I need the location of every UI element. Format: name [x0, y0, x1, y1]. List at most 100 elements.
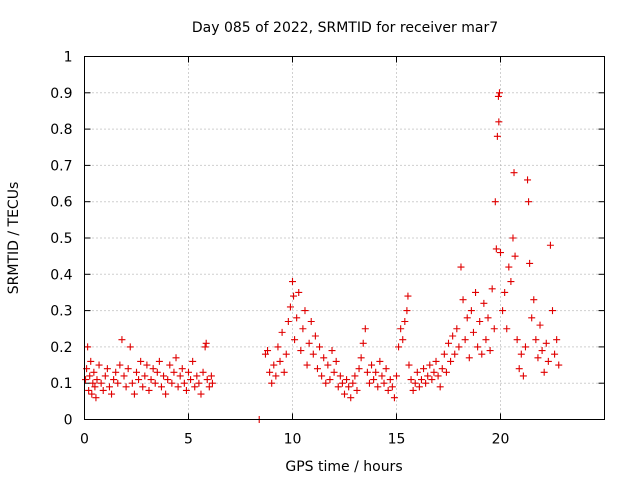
data-point	[378, 372, 386, 380]
y-tick-label: 0.9	[50, 86, 72, 102]
data-point	[404, 292, 412, 300]
data-point	[455, 343, 463, 351]
data-point	[108, 390, 116, 398]
data-point	[92, 394, 100, 402]
data-point	[290, 292, 298, 300]
data-point	[501, 288, 509, 296]
data-point	[510, 169, 518, 177]
data-point	[164, 376, 172, 384]
data-point	[274, 343, 282, 351]
data-point	[278, 328, 286, 336]
data-point	[182, 386, 190, 394]
data-point	[172, 354, 180, 362]
data-point	[86, 372, 94, 380]
y-tick-label: 0.6	[50, 195, 72, 211]
data-point	[143, 361, 151, 369]
data-point	[457, 263, 465, 271]
data-point	[436, 383, 444, 391]
data-point	[201, 343, 209, 351]
data-point	[488, 285, 496, 293]
data-point	[105, 383, 113, 391]
data-point	[282, 350, 290, 358]
data-point	[264, 347, 272, 355]
data-point	[482, 336, 490, 344]
data-point	[395, 343, 403, 351]
data-points	[82, 89, 563, 423]
data-point	[411, 379, 419, 387]
data-point	[193, 372, 201, 380]
data-point	[463, 314, 471, 322]
data-point	[515, 365, 523, 373]
y-tick-label: 0.1	[50, 376, 72, 392]
data-point	[459, 296, 467, 304]
data-point	[341, 390, 348, 398]
data-point	[478, 350, 486, 358]
data-point	[415, 383, 423, 391]
data-point	[424, 372, 432, 380]
data-point	[401, 317, 409, 325]
data-point	[407, 376, 415, 384]
data-point	[528, 314, 536, 322]
data-point	[484, 314, 492, 322]
data-point	[112, 368, 120, 376]
data-point	[546, 241, 554, 249]
x-tick-label: 10	[284, 432, 302, 448]
data-point	[82, 376, 90, 384]
data-point	[328, 347, 336, 355]
data-point	[332, 357, 340, 365]
data-point	[289, 278, 296, 286]
data-point	[426, 361, 434, 369]
data-point	[199, 368, 207, 376]
data-point	[491, 198, 499, 206]
data-point	[276, 357, 284, 365]
data-point	[120, 372, 128, 380]
data-point	[195, 379, 203, 387]
data-point	[137, 357, 145, 365]
data-point	[440, 350, 448, 358]
data-point	[536, 321, 544, 329]
data-point	[91, 383, 99, 391]
data-point	[345, 383, 353, 391]
data-point	[133, 368, 140, 376]
data-point	[357, 354, 365, 362]
data-point	[469, 328, 477, 336]
data-point	[261, 350, 269, 358]
data-point	[124, 365, 132, 373]
data-point	[434, 372, 442, 380]
data-point	[85, 386, 93, 394]
data-point	[507, 278, 515, 286]
data-point	[203, 376, 211, 384]
data-point	[126, 343, 134, 351]
data-point	[301, 307, 309, 315]
data-point	[388, 383, 396, 391]
data-point	[205, 383, 213, 391]
data-point	[139, 383, 147, 391]
data-point	[465, 354, 473, 362]
data-point	[303, 361, 311, 369]
data-point	[208, 379, 216, 387]
data-point	[474, 343, 482, 351]
y-tick-label: 0.5	[50, 231, 72, 247]
data-point	[293, 314, 301, 322]
data-point	[363, 368, 371, 376]
data-point	[553, 336, 561, 344]
y-tick-label: 0.2	[50, 340, 72, 356]
data-point	[449, 332, 457, 340]
data-point	[517, 350, 525, 358]
data-point	[88, 390, 96, 398]
data-point	[534, 354, 542, 362]
data-point	[447, 357, 455, 365]
data-point	[99, 386, 107, 394]
data-point	[430, 368, 438, 376]
data-point	[540, 368, 548, 376]
data-point	[476, 317, 484, 325]
data-point	[84, 343, 92, 351]
data-point	[305, 339, 313, 347]
data-point	[438, 365, 446, 373]
data-point	[451, 350, 459, 358]
data-point	[493, 132, 501, 140]
data-point	[97, 379, 105, 387]
data-point	[530, 296, 538, 304]
data-point	[330, 368, 338, 376]
data-point	[170, 368, 178, 376]
